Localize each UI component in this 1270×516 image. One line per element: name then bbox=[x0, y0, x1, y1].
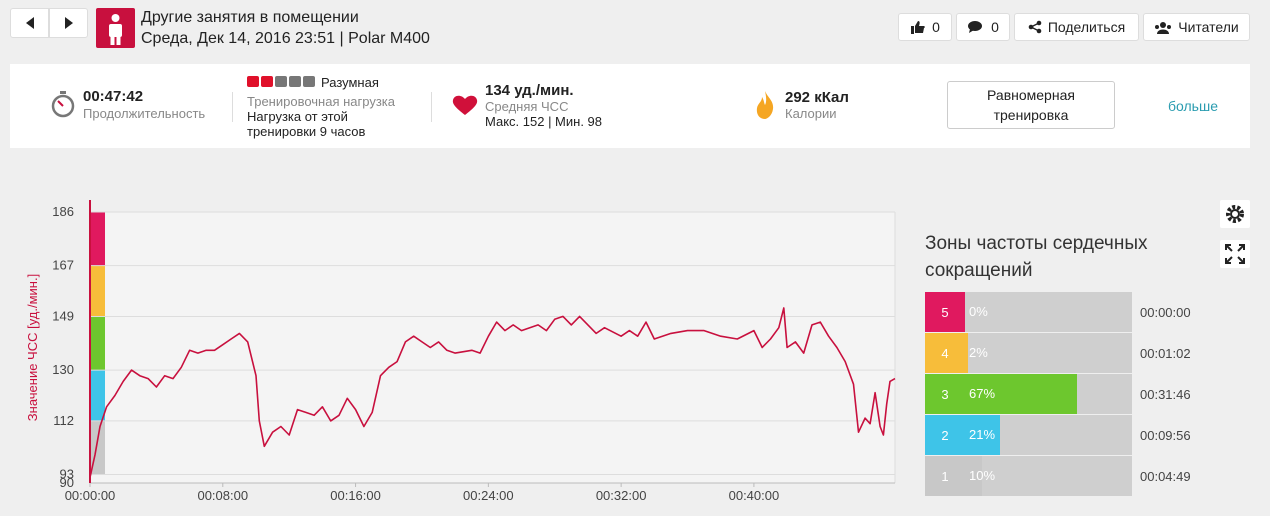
zone-row: 1 10% 00:04:49 bbox=[925, 456, 1225, 496]
calories-value: 292 кКал bbox=[785, 89, 849, 106]
load-bar bbox=[261, 76, 273, 87]
heart-icon bbox=[452, 95, 478, 115]
load-bar bbox=[275, 76, 287, 87]
zone-track bbox=[965, 456, 1132, 496]
zone-time: 00:09:56 bbox=[1140, 428, 1191, 443]
zone-percent: 21% bbox=[969, 427, 996, 442]
duration-label: Продолжительность bbox=[83, 106, 206, 121]
stopwatch-icon bbox=[51, 91, 75, 118]
comment-button[interactable]: 0 bbox=[956, 13, 1010, 41]
load-label: Тренировочная нагрузка bbox=[247, 94, 396, 109]
forward-button[interactable] bbox=[49, 8, 88, 38]
readers-label: Читатели bbox=[1178, 19, 1239, 35]
y-tick-label: 149 bbox=[52, 308, 74, 323]
zone-band bbox=[90, 265, 105, 317]
plot-area bbox=[90, 212, 895, 483]
comment-count: 0 bbox=[991, 19, 999, 35]
load-note: Нагрузка от этой тренировки 9 часов bbox=[247, 109, 366, 139]
zone-percent: 10% bbox=[969, 468, 996, 483]
x-tick-label: 00:24:00 bbox=[463, 488, 514, 503]
icon bbox=[911, 21, 925, 34]
zone-number: 1 bbox=[925, 456, 965, 496]
training-type-button[interactable]: Равномерная тренировка bbox=[947, 81, 1115, 129]
zone-band bbox=[90, 316, 105, 371]
zone-track bbox=[965, 333, 1132, 373]
zone-bar bbox=[965, 415, 1001, 455]
load-bar bbox=[303, 76, 315, 87]
load-bar bbox=[289, 76, 301, 87]
back-button[interactable] bbox=[10, 8, 49, 38]
duration-value: 00:47:42 bbox=[83, 88, 144, 105]
x-tick-label: 00:00:00 bbox=[65, 488, 116, 503]
load-level: Разумная bbox=[321, 75, 379, 90]
icon bbox=[1028, 20, 1042, 34]
y-axis-label: Значение ЧСС [уд./мин.] bbox=[25, 274, 40, 421]
readers-button[interactable]: Читатели bbox=[1143, 13, 1250, 41]
fullscreen-button[interactable] bbox=[1220, 240, 1250, 268]
zone-number: 3 bbox=[925, 374, 965, 414]
zone-percent: 0% bbox=[969, 304, 988, 319]
zone-number: 4 bbox=[925, 333, 965, 373]
icon bbox=[109, 14, 122, 45]
zone-row: 5 0% 00:00:00 bbox=[925, 292, 1225, 332]
icon bbox=[1155, 22, 1172, 34]
calories-label: Калории bbox=[785, 106, 837, 121]
icon bbox=[1226, 205, 1244, 223]
x-tick-label: 00:16:00 bbox=[330, 488, 381, 503]
title: Другие занятия в помещении bbox=[141, 9, 359, 26]
icon bbox=[1225, 244, 1245, 264]
y-tick-label: 186 bbox=[52, 204, 74, 219]
zone-row: 2 21% 00:09:56 bbox=[925, 415, 1225, 455]
divider bbox=[232, 92, 233, 122]
zone-time: 00:04:49 bbox=[1140, 469, 1191, 484]
settings-button[interactable] bbox=[1220, 200, 1250, 228]
hr-range: Макс. 152 | Мин. 98 bbox=[485, 114, 603, 129]
subtitle: Среда, Дек 14, 2016 23:51 | Polar M400 bbox=[141, 30, 430, 47]
zone-percent: 2% bbox=[969, 345, 988, 360]
zone-number: 2 bbox=[925, 415, 965, 455]
zone-time: 00:31:46 bbox=[1140, 387, 1191, 402]
zone-number: 5 bbox=[925, 292, 965, 332]
summary-panel: 00:47:42 Продолжительность Разумная Трен… bbox=[10, 64, 1250, 148]
zone-percent: 67% bbox=[969, 386, 996, 401]
zone-row: 4 2% 00:01:02 bbox=[925, 333, 1225, 373]
sport-icon bbox=[96, 8, 135, 48]
zone-time: 00:00:00 bbox=[1140, 305, 1191, 320]
icon bbox=[64, 17, 73, 29]
load-indicator bbox=[247, 76, 315, 87]
x-tick-label: 00:40:00 bbox=[729, 488, 780, 503]
x-tick-label: 00:08:00 bbox=[197, 488, 248, 503]
share-button[interactable]: Поделиться bbox=[1014, 13, 1139, 41]
zone-bar bbox=[965, 374, 1077, 414]
hr-label: Средняя ЧСС bbox=[485, 99, 569, 114]
icon bbox=[968, 21, 983, 33]
divider bbox=[431, 92, 432, 122]
zone-track bbox=[965, 292, 1132, 332]
hr-line bbox=[89, 307, 896, 478]
hr-value: 134 уд./мин. bbox=[485, 82, 574, 99]
zone-band bbox=[90, 370, 105, 421]
y-tick-label: 112 bbox=[53, 413, 74, 428]
zone-time: 00:01:02 bbox=[1140, 346, 1191, 361]
like-count: 0 bbox=[932, 19, 940, 35]
load-bar bbox=[247, 76, 259, 87]
like-button[interactable]: 0 bbox=[898, 13, 952, 41]
x-tick-label: 00:32:00 bbox=[596, 488, 647, 503]
zone-bar bbox=[965, 333, 969, 373]
zone-band bbox=[90, 212, 105, 266]
icon bbox=[25, 17, 34, 29]
y-tick-label: 90 bbox=[60, 475, 74, 490]
zone-bar bbox=[965, 456, 982, 496]
y-tick-label: 130 bbox=[52, 362, 74, 377]
y-tick-label: 167 bbox=[52, 258, 74, 273]
zones-title: Зоны частоты сердечных сокращений bbox=[925, 233, 1148, 281]
more-link[interactable]: больше bbox=[1168, 98, 1218, 114]
y-tick-label: 93 bbox=[60, 467, 74, 482]
share-label: Поделиться bbox=[1047, 19, 1126, 35]
flame-icon bbox=[756, 91, 774, 119]
zone-row: 3 67% 00:31:46 bbox=[925, 374, 1225, 414]
